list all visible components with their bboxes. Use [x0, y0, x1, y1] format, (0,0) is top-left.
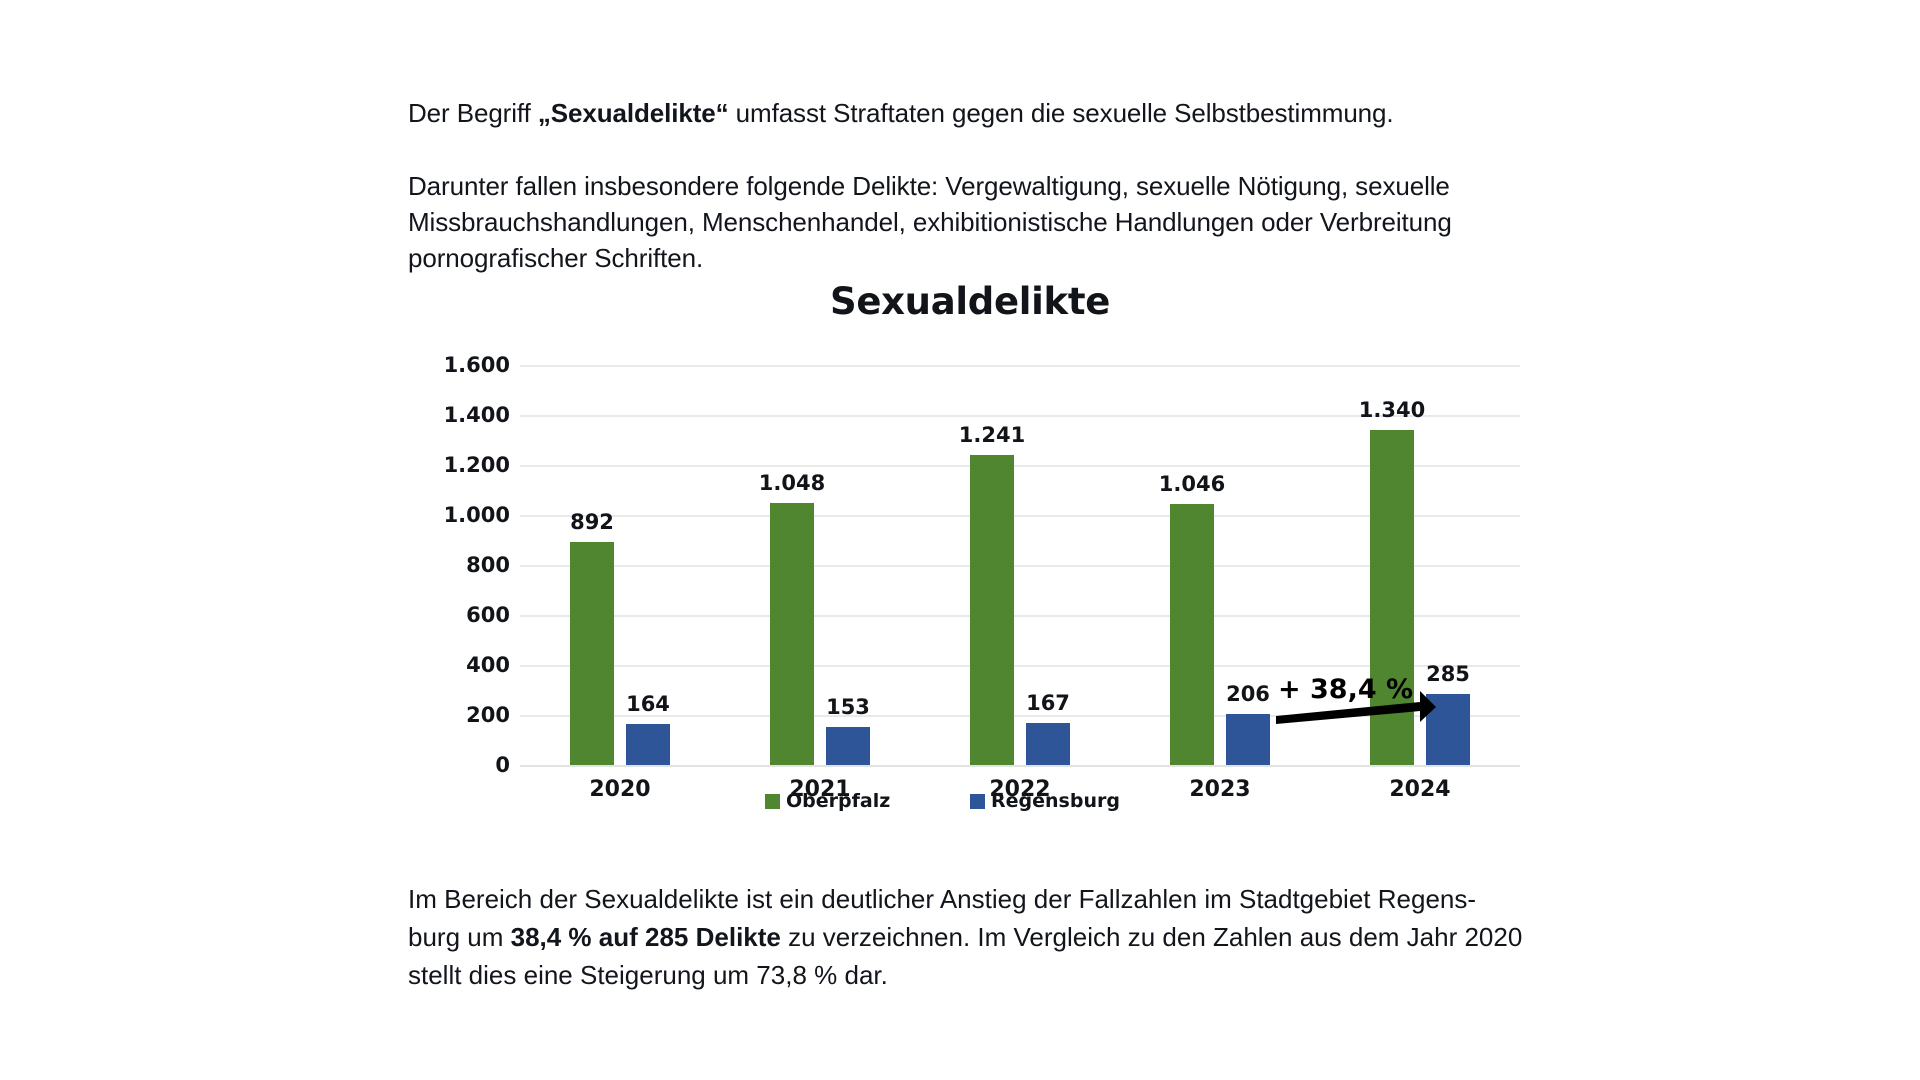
bar-value-label: 1.340: [1358, 398, 1426, 422]
outro-line-3: stellt dies eine Steigerung um 73,8 % da…: [408, 956, 1553, 994]
gridline: [520, 515, 1520, 517]
legend-swatch-icon: [765, 793, 780, 809]
outro-line-2: burg um 38,4 % auf 285 Delikte zu verzei…: [408, 918, 1553, 956]
outro-run-1-2: zu verzeichnen. Im Vergleich zu den Zahl…: [780, 922, 1523, 952]
bar-value-label: 1.048: [758, 471, 826, 495]
outro-line-1: Im Bereich der Sexualdelikte ist ein deu…: [408, 880, 1553, 918]
intro-text-block: Der Begriff „Sexualdelikte“ umfasst Stra…: [408, 95, 1518, 276]
bar-oberpfalz-2024: [1370, 430, 1414, 765]
outro-run-2-0: stellt dies eine Steigerung um 73,8 % da…: [408, 960, 888, 990]
bar-value-label: 892: [570, 510, 614, 534]
chart-title: Sexualdelikte: [829, 280, 1111, 323]
x-axis-tick-label-2020: 2020: [589, 777, 651, 802]
outro-run-1-0: burg um: [408, 922, 511, 952]
gridline: [520, 415, 1520, 417]
bar-value-label: 1.241: [958, 422, 1026, 447]
gridline: [520, 765, 1520, 767]
intro-paragraph-2: Darunter fallen insbesondere folgende De…: [408, 168, 1518, 276]
chart-plot-area: 0 200 400 600 800 1.000 1.200 1.400 1.600 892 164 2…: [444, 353, 1520, 812]
y-axis-tick-label: 800: [466, 553, 510, 577]
bar-value-label: 153: [826, 694, 870, 719]
y-axis-tick-label: 200: [466, 703, 510, 727]
intro-p2-line-2: Missbrauchshandlungen, Menschenhandel, e…: [408, 207, 1452, 237]
bar-oberpfalz-2020: [570, 542, 614, 765]
bar-regensburg-2023: [1226, 713, 1270, 765]
bar-value-label: 167: [1026, 691, 1070, 716]
legend-label: Regensburg: [991, 790, 1120, 812]
bar-chart: Sexualdelikte 0 200 400 600 800 1.000 1.200 1.4…: [390, 280, 1550, 812]
gridline: [520, 665, 1520, 667]
y-axis-tick-label: 1.400: [443, 403, 510, 427]
outro-run-1-1: 38,4 % auf 285 Delikte: [510, 922, 781, 952]
bar-value-label: 1.046: [1158, 471, 1226, 496]
bar-regensburg-2024: [1426, 693, 1470, 765]
bar-value-label: 285: [1426, 661, 1470, 686]
bar-value-label: 164: [626, 692, 670, 716]
intro-p1-before: Der Begriff: [408, 98, 538, 128]
legend-item-oberpfalz[interactable]: Oberpfalz: [765, 790, 890, 812]
legend-swatch-icon: [970, 793, 985, 809]
intro-paragraph-1: Der Begriff „Sexualdelikte“ umfasst Stra…: [408, 95, 1518, 131]
bar-regensburg-2020: [626, 724, 670, 765]
legend-item-regensburg[interactable]: Regensburg: [970, 790, 1120, 812]
intro-p1-after: umfasst Straftaten gegen die sexuelle Se…: [728, 98, 1394, 128]
gridline: [520, 715, 1520, 717]
bar-regensburg-2021: [826, 726, 870, 765]
growth-annotation-label: + 38,4 %: [1278, 673, 1414, 705]
x-axis-tick-label-2024: 2024: [1389, 777, 1451, 802]
y-axis-tick-label: 1.000: [443, 503, 510, 527]
gridline: [520, 465, 1520, 467]
bar-oberpfalz-2023: [1170, 503, 1214, 765]
intro-p2-line-1: Darunter fallen insbesondere folgende De…: [408, 171, 1450, 201]
y-axis-tick-label: 0: [495, 753, 510, 777]
x-axis-tick-label-2023: 2023: [1189, 777, 1251, 802]
intro-p2-line-3: pornografischer Schriften.: [408, 243, 704, 273]
gridline: [520, 365, 1520, 367]
bar-value-label: 206: [1226, 681, 1270, 706]
x-axis-tick-label-2022: 2022: [989, 777, 1051, 802]
bar-oberpfalz-2022: [970, 454, 1014, 765]
outro-text-block: Im Bereich der Sexualdelikte ist ein deu…: [408, 880, 1553, 994]
y-axis-tick-label: 1.200: [443, 453, 510, 477]
gridline: [520, 615, 1520, 617]
bar-regensburg-2022: [1026, 723, 1070, 765]
y-axis-tick-label: 400: [466, 653, 510, 677]
gridline: [520, 565, 1520, 567]
outro-run-0-0: Im Bereich der Sexualdelikte ist ein deu…: [408, 884, 1477, 914]
y-axis-tick-label: 1.600: [443, 353, 510, 377]
intro-p1-bold-term: „Sexualdelikte“: [537, 98, 729, 128]
bar-oberpfalz-2021: [770, 503, 814, 765]
y-axis-tick-label: 600: [466, 603, 510, 627]
legend-label: Oberpfalz: [786, 790, 891, 812]
x-axis-tick-label-2021: 2021: [789, 777, 851, 802]
